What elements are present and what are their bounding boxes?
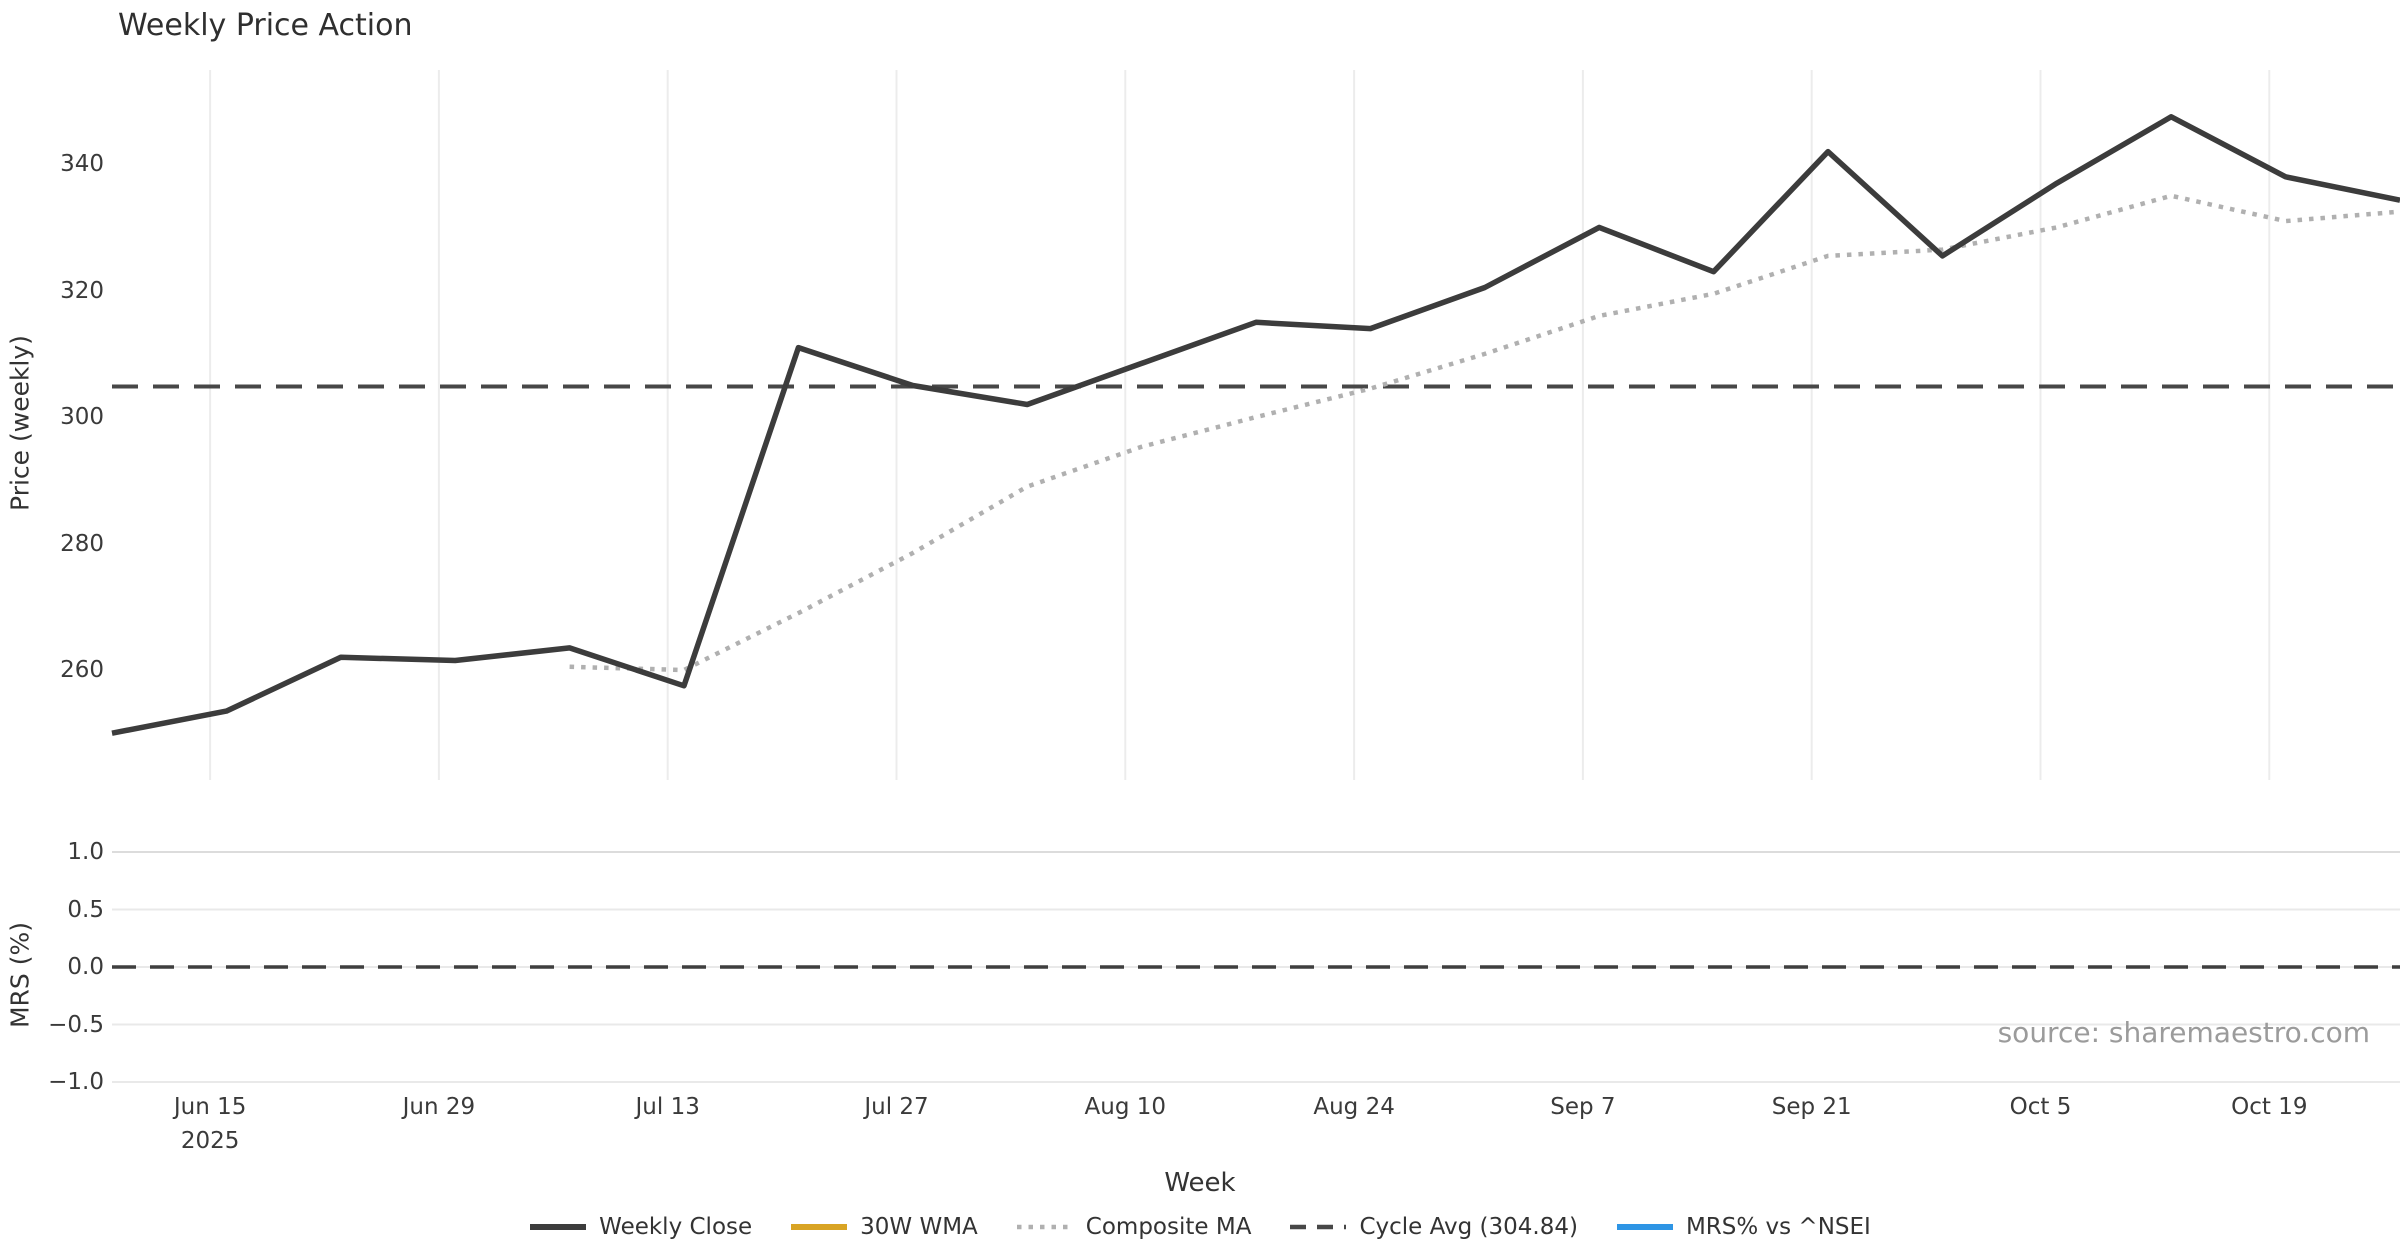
x-tick-label: Oct 5 <box>2009 1094 2072 1120</box>
legend-item-30w-wma: 30W WMA <box>790 1214 978 1240</box>
x-tick-label: Sep 21 <box>1771 1094 1852 1120</box>
legend-label: 30W WMA <box>860 1214 978 1240</box>
chart-title: Weekly Price Action <box>118 8 413 43</box>
legend-label: Cycle Avg (304.84) <box>1359 1214 1578 1240</box>
mrs-tick-label: 0.5 <box>67 896 104 923</box>
price-tick-label: 300 <box>60 404 104 431</box>
legend-item-composite-ma: Composite MA <box>1016 1214 1252 1240</box>
legend-swatch-solid-line-icon <box>791 1224 848 1230</box>
legend-swatch-dashed-line-icon <box>1290 1224 1347 1230</box>
mrs-tick-label: 1.0 <box>67 839 104 866</box>
source-note: source: sharemaestro.com <box>1997 1016 2370 1049</box>
x-tick-label: Aug 24 <box>1313 1094 1395 1120</box>
legend-swatch-solid-line-icon <box>1616 1224 1673 1230</box>
legend-label: MRS% vs ^NSEI <box>1685 1214 1871 1240</box>
legend-label: Weekly Close <box>599 1214 753 1240</box>
price-tick-label: 320 <box>60 277 104 304</box>
x-tick-label: Jul 27 <box>864 1094 929 1120</box>
x-tick-label: Jun 15 <box>173 1094 247 1120</box>
x-tick-year-label: 2025 <box>180 1128 240 1154</box>
x-tick-label: Jul 13 <box>635 1094 700 1120</box>
mrs-tick-label: −1.0 <box>48 1069 104 1095</box>
mrs-tick-label: −0.5 <box>48 1011 104 1038</box>
mrs-tick-label: 0.0 <box>67 954 104 980</box>
x-axis-label: Week <box>1164 1168 1236 1198</box>
x-tick-label: Aug 10 <box>1084 1094 1167 1120</box>
legend-item-cycle-avg-304-84: Cycle Avg (304.84) <box>1289 1214 1578 1240</box>
price-tick-label: 340 <box>60 151 104 178</box>
x-tick-label: Jun 29 <box>402 1094 476 1120</box>
legend-swatch-solid-line-icon <box>530 1224 587 1230</box>
legend-label: Composite MA <box>1085 1214 1252 1240</box>
legend-item-weekly-close: Weekly Close <box>529 1214 752 1240</box>
x-tick-label: Oct 19 <box>2231 1094 2308 1120</box>
legend-swatch-dotted-line-icon <box>1016 1224 1073 1230</box>
legend-item-mrs-vs-nsei: MRS% vs ^NSEI <box>1616 1214 1871 1240</box>
x-tick-label: Sep 7 <box>1550 1094 1616 1120</box>
legend: Weekly Close 30W WMA Composite MA Cycle Avg… <box>0 1214 2400 1240</box>
price-tick-label: 260 <box>60 656 104 683</box>
price-tick-label: 280 <box>60 530 104 557</box>
